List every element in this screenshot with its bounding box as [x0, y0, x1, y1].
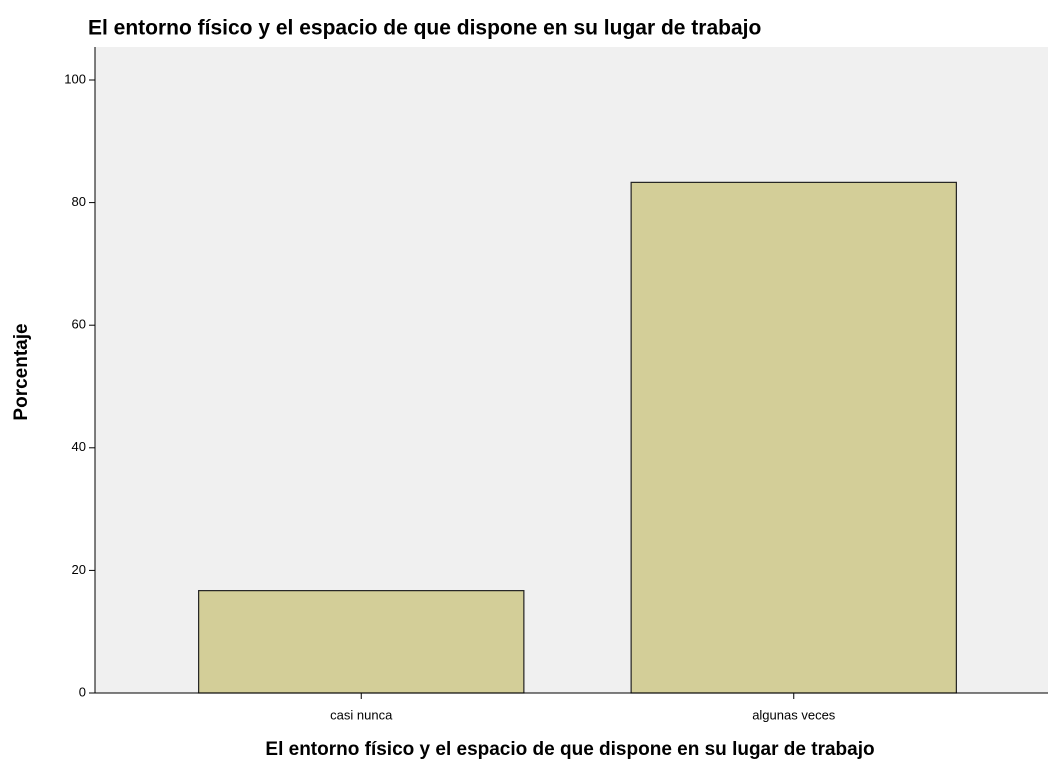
bar — [198, 590, 525, 694]
y-tick-label: 80 — [72, 194, 86, 209]
bar — [630, 181, 957, 694]
chart-title: El entorno físico y el espacio de que di… — [88, 17, 761, 40]
y-tick-label: 100 — [64, 71, 86, 86]
x-tick-label: casi nunca — [330, 707, 393, 722]
y-tick-label: 0 — [79, 684, 86, 699]
y-tick-label: 60 — [72, 317, 86, 332]
x-tick-label: algunas veces — [752, 707, 836, 722]
y-axis-label: Porcentaje — [11, 323, 32, 420]
y-tick-label: 20 — [72, 562, 86, 577]
y-tick-label: 40 — [72, 439, 86, 454]
x-axis-label: El entorno físico y el espacio de que di… — [265, 739, 874, 760]
